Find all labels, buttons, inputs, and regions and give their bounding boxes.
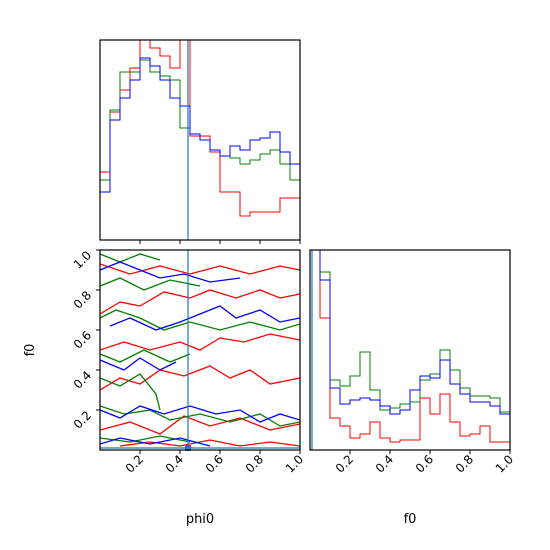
contour-x-ticks: 0.2 0.4 0.6 0.8 1.0	[123, 450, 306, 476]
contour-red-2	[100, 333, 300, 351]
contour-green-11	[100, 405, 300, 427]
histogram-f0-x-tick-label: 0.6	[413, 452, 436, 475]
contour-x-tick-label: 0.4	[163, 452, 186, 475]
contour-lines	[100, 253, 300, 447]
contour-frame	[99, 249, 301, 451]
contour-phi0-f0-panel: 0.2 0.4 0.6 0.8 1.0 0.2 0.4 0.6 0.8 1.0	[71, 248, 306, 475]
contour-red-1	[100, 289, 300, 315]
contour-blue-14	[109, 305, 300, 331]
contour-blue-17	[100, 437, 211, 447]
contour-y-tick-label: 0.6	[71, 328, 94, 351]
contour-green-7	[100, 277, 201, 291]
contour-y-tick-label: 0.2	[71, 408, 94, 431]
histogram-phi0-red-series	[100, 40, 300, 217]
contour-red-0	[100, 263, 300, 275]
contour-green-9	[100, 349, 191, 363]
histogram-f0-x-tick-label: 1.0	[493, 452, 516, 475]
histogram-phi0-frame	[99, 39, 301, 241]
x-axis-label-f0: f0	[404, 512, 417, 527]
contour-y-tick-label: 1.0	[71, 248, 94, 271]
histogram-phi0-blue-series	[100, 57, 300, 193]
contour-y-ticks: 0.2 0.4 0.6 0.8 1.0	[71, 248, 100, 432]
contour-x-tick-label: 0.6	[203, 452, 226, 475]
histogram-f0-x-tick-label: 0.4	[373, 452, 396, 475]
histogram-f0-series	[319, 250, 510, 443]
truth-marker	[185, 445, 191, 451]
histogram-f0-x-tick-label: 0.2	[333, 452, 356, 475]
histogram-f0-frame	[309, 249, 511, 451]
histogram-f0-green-series	[319, 250, 510, 413]
contour-blue-16	[100, 405, 300, 423]
x-axis-label-phi0: phi0	[186, 512, 214, 527]
contour-red-3	[100, 365, 300, 391]
y-axis-label-f0: f0	[23, 344, 38, 357]
contour-blue-15	[100, 357, 177, 371]
contour-red-4	[100, 415, 300, 435]
histogram-f0-panel: 0.2 0.4 0.6 0.8 1.0	[309, 249, 516, 476]
contour-x-tick-label: 0.8	[243, 452, 266, 475]
contour-green-8	[100, 309, 300, 331]
histogram-phi0-series	[100, 40, 300, 217]
histogram-f0-blue-series	[319, 250, 510, 415]
contour-green-6	[100, 253, 161, 263]
contour-green-10	[100, 373, 161, 411]
histogram-f0-x-tick-label: 0.8	[453, 452, 476, 475]
histogram-phi0-panel	[99, 39, 301, 244]
histogram-phi0-ticks	[139, 240, 301, 244]
histogram-f0-red-series	[319, 250, 510, 443]
contour-red-5	[119, 439, 300, 447]
contour-y-tick-label: 0.8	[71, 288, 94, 311]
contour-x-tick-label: 1.0	[283, 452, 306, 475]
contour-x-tick-label: 0.2	[123, 452, 146, 475]
contour-blue-13	[100, 261, 241, 283]
histogram-f0-x-ticks: 0.2 0.4 0.6 0.8 1.0	[333, 450, 516, 476]
contour-y-tick-label: 0.4	[71, 368, 94, 391]
